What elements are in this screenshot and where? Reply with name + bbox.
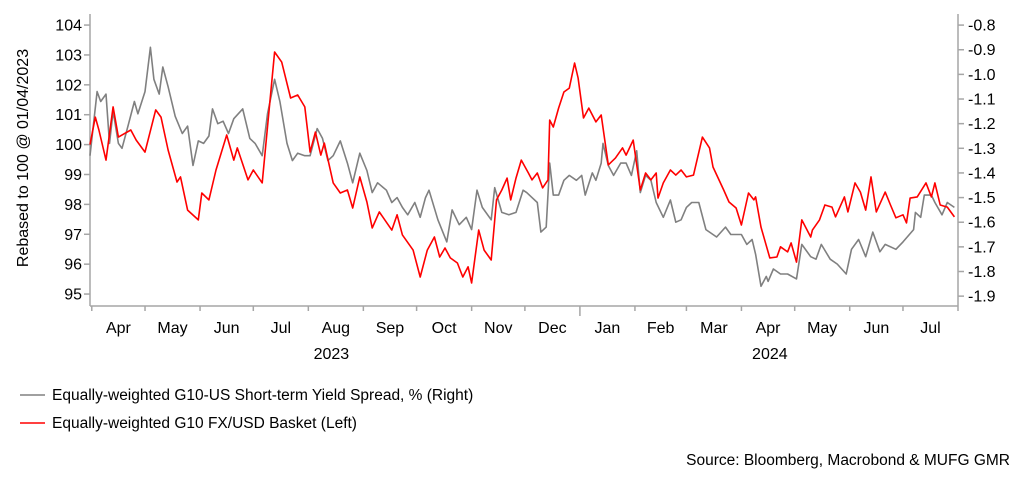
month-label: May	[807, 320, 837, 337]
fx-basket-line	[89, 51, 956, 284]
right-tick-label: -1.8	[968, 264, 996, 281]
year-label: 2024	[752, 346, 788, 363]
month-label: Apr	[106, 320, 132, 337]
source-note: Source: Bloomberg, Macrobond & MUFG GMR	[686, 452, 1010, 469]
left-tick-label: 100	[55, 137, 82, 154]
right-tick-label: -1.7	[968, 239, 996, 256]
month-label: Mar	[700, 320, 728, 337]
right-tick-label: -0.8	[968, 18, 996, 35]
left-tick-label: 98	[64, 197, 82, 214]
left-axis-label: Rebased to 100 @ 01/04/2023	[15, 49, 32, 267]
left-tick-label: 101	[55, 107, 82, 124]
month-label: May	[157, 320, 187, 337]
month-label: Oct	[432, 320, 457, 337]
left-tick-label: 99	[64, 167, 82, 184]
month-label: Feb	[647, 320, 675, 337]
right-tick-label: -1.9	[968, 289, 996, 306]
right-tick-label: -0.9	[968, 42, 996, 59]
legend-label-fx-basket: Equally-weighted G10 FX/USD Basket (Left…	[52, 415, 357, 432]
left-tick-label: 96	[64, 257, 82, 274]
right-tick-label: -1.4	[968, 165, 996, 182]
legend: Equally-weighted G10-US Short-term Yield…	[20, 387, 473, 432]
month-label: Dec	[538, 320, 566, 337]
axes: 95 96 97 98 99 100 101 102 103 104 -0.8 -0.9 -1.0 -1.…	[55, 14, 996, 363]
right-tick-label: -1.1	[968, 92, 996, 109]
right-tick-label: -1.2	[968, 116, 996, 133]
left-tick-label: 103	[55, 47, 82, 64]
month-label: Aug	[322, 320, 350, 337]
left-tick-label: 104	[55, 18, 82, 35]
legend-label-yield-spread: Equally-weighted G10-US Short-term Yield…	[52, 387, 473, 404]
right-tick-label: -1.3	[968, 141, 996, 158]
month-label: Jul	[920, 320, 940, 337]
month-label: Jun	[863, 320, 889, 337]
month-label: Apr	[756, 320, 782, 337]
left-tick-label: 102	[55, 77, 82, 94]
right-tick-label: -1.0	[968, 67, 996, 84]
month-label: Jul	[271, 320, 291, 337]
month-label: Nov	[484, 320, 512, 337]
yield-spread-line	[89, 46, 955, 288]
left-tick-label: 97	[64, 227, 82, 244]
year-label: 2023	[314, 346, 350, 363]
right-tick-label: -1.5	[968, 190, 996, 207]
month-label: Jan	[595, 320, 621, 337]
month-label: Jun	[214, 320, 240, 337]
left-tick-label: 95	[64, 287, 82, 304]
right-tick-label: -1.6	[968, 215, 996, 232]
month-label: Sep	[376, 320, 405, 337]
series-lines	[89, 46, 956, 288]
